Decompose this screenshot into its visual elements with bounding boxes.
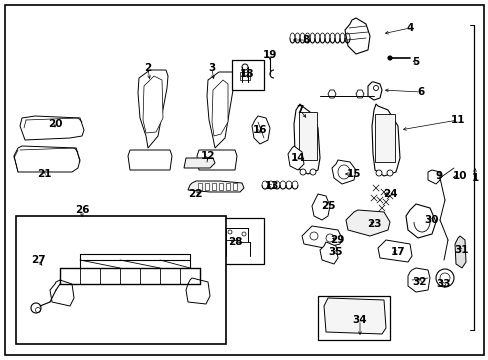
Polygon shape	[142, 76, 163, 133]
Bar	[219, 183, 223, 190]
Polygon shape	[377, 240, 411, 262]
Text: 18: 18	[239, 69, 254, 79]
Text: 7: 7	[296, 105, 303, 115]
Polygon shape	[324, 298, 385, 334]
Bar	[225, 183, 229, 190]
Text: 29: 29	[329, 235, 344, 245]
Text: 23: 23	[366, 219, 381, 229]
Text: 27: 27	[31, 255, 45, 265]
Circle shape	[373, 85, 378, 90]
Text: 13: 13	[264, 181, 279, 191]
Text: 25: 25	[320, 201, 335, 211]
Circle shape	[325, 234, 333, 242]
Polygon shape	[346, 210, 389, 236]
Circle shape	[242, 232, 245, 236]
Text: 9: 9	[434, 171, 442, 181]
Text: 17: 17	[390, 247, 405, 257]
Text: 20: 20	[48, 119, 62, 129]
Polygon shape	[367, 82, 381, 100]
Text: 33: 33	[436, 279, 450, 289]
Polygon shape	[197, 150, 237, 170]
Circle shape	[309, 169, 315, 175]
Text: 28: 28	[227, 237, 242, 247]
Polygon shape	[319, 242, 337, 264]
Polygon shape	[331, 160, 355, 184]
Polygon shape	[14, 146, 80, 172]
Text: 3: 3	[208, 63, 215, 73]
Bar	[231, 60, 264, 90]
Polygon shape	[206, 72, 235, 148]
Text: 30: 30	[424, 215, 438, 225]
Text: 12: 12	[201, 151, 215, 161]
Text: 15: 15	[346, 169, 361, 179]
Polygon shape	[138, 70, 168, 148]
Bar	[374, 114, 394, 162]
Text: 35: 35	[328, 247, 343, 257]
Polygon shape	[327, 90, 335, 98]
Polygon shape	[187, 181, 244, 192]
Text: 14: 14	[290, 153, 305, 163]
Circle shape	[435, 269, 453, 287]
Text: 26: 26	[75, 205, 89, 215]
Polygon shape	[345, 18, 369, 54]
Text: 11: 11	[450, 115, 464, 125]
Bar	[212, 183, 216, 190]
Polygon shape	[183, 158, 215, 168]
Polygon shape	[50, 280, 74, 306]
Polygon shape	[251, 116, 269, 144]
Circle shape	[386, 170, 392, 176]
Text: 8: 8	[302, 35, 309, 45]
Polygon shape	[371, 104, 399, 176]
Text: 6: 6	[417, 87, 424, 97]
Polygon shape	[405, 204, 435, 238]
Circle shape	[227, 230, 231, 234]
Text: 16: 16	[252, 125, 267, 135]
Text: 24: 24	[382, 189, 397, 199]
Polygon shape	[212, 80, 227, 136]
Text: 22: 22	[187, 189, 202, 199]
Polygon shape	[185, 278, 209, 304]
Bar	[232, 183, 237, 190]
Bar	[317, 296, 389, 340]
Circle shape	[309, 232, 317, 240]
Polygon shape	[407, 268, 429, 292]
Text: 1: 1	[470, 173, 478, 183]
Polygon shape	[20, 116, 84, 140]
Polygon shape	[311, 194, 329, 220]
Bar	[16, 216, 225, 344]
Text: 21: 21	[37, 169, 51, 179]
Polygon shape	[287, 146, 304, 170]
Text: 31: 31	[454, 245, 468, 255]
Polygon shape	[454, 236, 465, 268]
Bar	[298, 112, 316, 160]
Text: 34: 34	[352, 315, 366, 325]
Polygon shape	[355, 90, 363, 98]
Bar	[240, 72, 249, 80]
Circle shape	[299, 169, 305, 175]
Bar	[198, 183, 202, 190]
Bar	[209, 218, 264, 264]
Polygon shape	[128, 150, 172, 170]
Text: 32: 32	[412, 277, 427, 287]
Text: 4: 4	[406, 23, 413, 33]
Circle shape	[375, 170, 381, 176]
Text: 5: 5	[411, 57, 419, 67]
Text: 10: 10	[452, 171, 467, 181]
Text: 19: 19	[262, 50, 277, 60]
Circle shape	[439, 273, 449, 283]
Polygon shape	[293, 104, 319, 174]
Polygon shape	[427, 170, 439, 184]
Polygon shape	[302, 226, 341, 248]
Bar	[204, 183, 208, 190]
Text: 2: 2	[144, 63, 151, 73]
Circle shape	[387, 56, 391, 60]
